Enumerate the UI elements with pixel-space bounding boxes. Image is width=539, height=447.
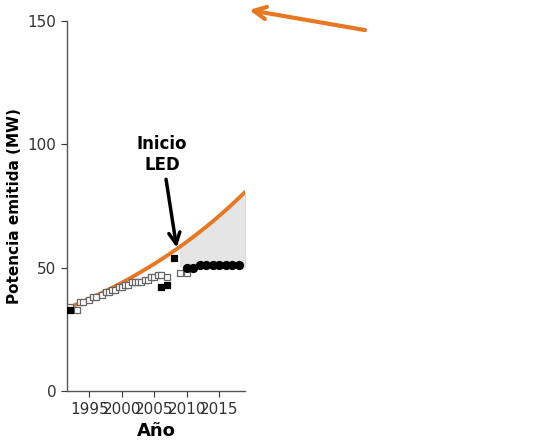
Point bbox=[88, 294, 97, 301]
Point bbox=[92, 294, 100, 301]
Point bbox=[130, 279, 139, 286]
Point bbox=[234, 261, 243, 269]
Point bbox=[66, 306, 74, 313]
Point bbox=[127, 279, 136, 286]
Point bbox=[85, 296, 94, 304]
Point bbox=[183, 269, 191, 276]
Point bbox=[183, 264, 191, 271]
Point bbox=[124, 281, 133, 288]
Point bbox=[222, 261, 230, 269]
Point bbox=[121, 281, 129, 288]
X-axis label: Año: Año bbox=[136, 422, 175, 440]
Point bbox=[163, 274, 171, 281]
Point bbox=[118, 284, 126, 291]
Point bbox=[72, 306, 81, 313]
Point bbox=[147, 274, 155, 281]
Point bbox=[176, 269, 185, 276]
Point bbox=[79, 299, 87, 306]
Point bbox=[98, 291, 107, 298]
Point bbox=[143, 276, 152, 283]
Point bbox=[170, 254, 178, 261]
Point bbox=[66, 304, 74, 311]
Point bbox=[163, 281, 171, 288]
Point bbox=[215, 261, 224, 269]
Point bbox=[108, 286, 116, 293]
Point bbox=[156, 271, 165, 278]
Point bbox=[150, 274, 158, 281]
Y-axis label: Potencia emitida (MW): Potencia emitida (MW) bbox=[7, 108, 22, 304]
Point bbox=[202, 261, 211, 269]
Point bbox=[156, 284, 165, 291]
Point bbox=[105, 289, 113, 296]
Point bbox=[137, 279, 146, 286]
Point bbox=[111, 286, 120, 293]
Text: Inicio
LED: Inicio LED bbox=[137, 135, 188, 244]
Point bbox=[209, 261, 217, 269]
Point bbox=[140, 276, 149, 283]
Point bbox=[196, 261, 204, 269]
Point bbox=[75, 299, 84, 306]
Point bbox=[153, 271, 162, 278]
Point bbox=[134, 279, 142, 286]
Point bbox=[189, 264, 198, 271]
Point bbox=[114, 284, 123, 291]
Point bbox=[101, 289, 110, 296]
Point bbox=[228, 261, 237, 269]
